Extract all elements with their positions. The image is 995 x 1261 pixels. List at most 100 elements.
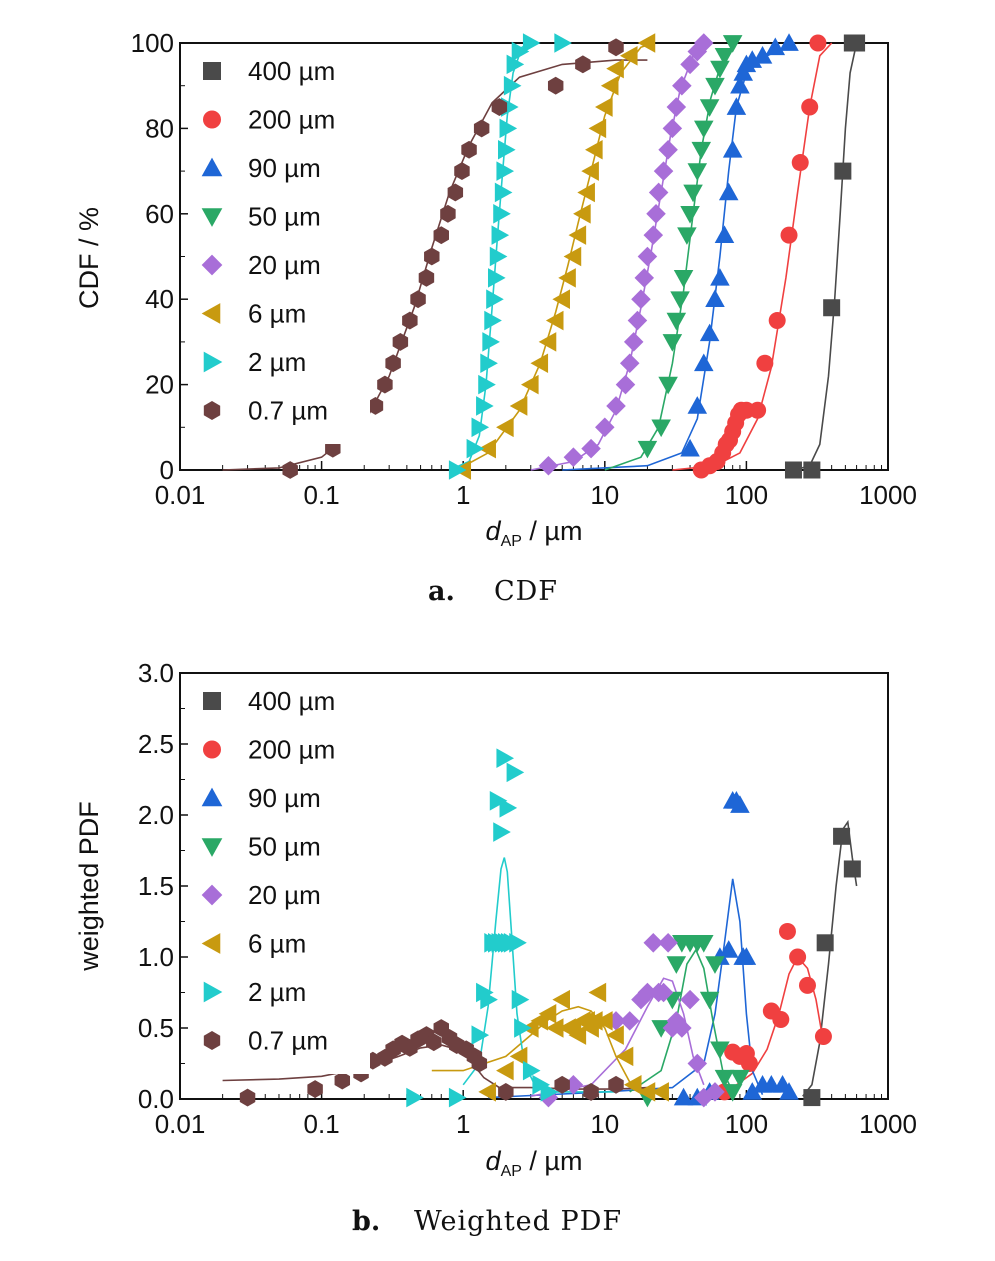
data-point-50 (705, 956, 725, 974)
data-points-a (282, 33, 866, 480)
data-point-20 (631, 289, 651, 309)
data-point-6 (563, 246, 582, 267)
caption-letter-a: a. (428, 576, 455, 607)
fit-line-400 (794, 42, 858, 471)
data-point-6 (595, 1011, 613, 1031)
data-point-0.7 (367, 397, 384, 415)
data-point-20 (658, 139, 678, 160)
data-point-2 (511, 41, 530, 62)
data-point-20 (615, 374, 636, 395)
data-point-400 (803, 461, 821, 479)
fit-line-6 (431, 1005, 648, 1093)
data-point-20 (648, 182, 669, 203)
legend-label-50: 50 µm (248, 202, 321, 232)
data-point-2 (496, 748, 515, 768)
x-axis-label-a: dAP / µm (486, 516, 583, 550)
data-point-0.7 (491, 98, 508, 116)
data-point-50 (699, 991, 720, 1010)
data-point-2 (506, 54, 525, 75)
x-axis-label-sub: AP (501, 533, 522, 550)
data-point-50 (722, 1084, 743, 1102)
legend-label-2: 2 µm (248, 347, 306, 377)
data-point-20 (619, 1011, 640, 1031)
data-point-400 (816, 934, 834, 952)
axes-a: 0.01 0.1 1 10 100 1000 0 20 40 60 80 100 (131, 28, 917, 510)
data-point-2 (486, 289, 504, 309)
legend-label-20: 20 µm (248, 880, 321, 910)
data-point-50 (691, 141, 712, 160)
data-point-0.7 (426, 1033, 442, 1052)
data-point-2 (493, 822, 511, 842)
data-point-0.7 (440, 204, 456, 223)
data-point-2 (488, 268, 506, 288)
x-tick-label: 10 (590, 1109, 619, 1139)
data-point-0.7 (473, 119, 490, 138)
data-point-20 (581, 438, 601, 459)
data-point-20 (672, 75, 692, 96)
data-point-6 (600, 75, 619, 96)
data-point-20 (563, 447, 584, 467)
data-point-20 (680, 54, 700, 75)
legend-label-400: 400 µm (248, 686, 335, 716)
data-point-2 (499, 118, 518, 139)
data-point-2 (498, 139, 516, 160)
x-tick-label: 0.01 (155, 1109, 206, 1139)
data-point-20 (666, 1011, 687, 1031)
legend-marker-6 (201, 303, 221, 324)
x-axis-label-main: d (486, 516, 502, 546)
legend-label-200: 200 µm (248, 105, 335, 135)
legend-label-20: 20 µm (248, 250, 321, 280)
data-point-2 (522, 1060, 541, 1081)
legend-marker-50 (201, 208, 223, 227)
x-axis-label-b: dAP / µm (486, 1146, 583, 1180)
data-point-50 (673, 270, 694, 288)
data-point-0.7 (392, 332, 409, 351)
legend-label-0.7: 0.7 µm (248, 396, 328, 426)
data-point-20 (653, 982, 674, 1003)
data-point-6 (588, 982, 607, 1003)
data-point-0.7 (334, 1071, 351, 1090)
caption-letter-b: b. (352, 1206, 380, 1237)
data-point-2 (503, 75, 522, 96)
legend-marker-6 (201, 933, 221, 954)
legend-label-400: 400 µm (248, 56, 335, 86)
data-point-6 (478, 1082, 496, 1102)
x-tick-label: 0.01 (155, 480, 206, 510)
data-point-20 (637, 982, 658, 1003)
data-point-90 (718, 940, 739, 958)
data-point-2 (478, 374, 496, 395)
data-point-50 (693, 120, 714, 139)
data-point-90 (673, 1087, 694, 1106)
legend-a: 400 µm 200 µm 90 µm 50 µm 20 µm 6 µm 2 µm 0.7 µ… (188, 49, 370, 444)
data-point-6 (581, 161, 599, 181)
data-point-2 (406, 1087, 424, 1108)
legend-marker-20 (201, 884, 223, 906)
data-point-2 (511, 989, 530, 1010)
data-point-6 (637, 33, 656, 53)
data-point-20 (627, 310, 648, 331)
legend-marker-2 (203, 981, 223, 1003)
legend-marker-0.7 (203, 401, 221, 420)
legend-marker-90 (201, 157, 223, 177)
data-point-50 (710, 60, 730, 79)
data-point-50 (687, 163, 708, 181)
data-point-50 (662, 334, 683, 352)
data-point-200 (772, 1010, 790, 1028)
data-point-400 (843, 860, 861, 878)
data-point-6 (558, 268, 576, 288)
data-point-90 (730, 795, 750, 813)
x-tick-label: 1000 (859, 1109, 917, 1139)
data-point-6 (552, 289, 570, 309)
data-point-2 (494, 182, 513, 203)
data-point-90 (752, 46, 773, 64)
legend-label-50: 50 µm (248, 832, 321, 862)
data-point-2 (476, 396, 494, 416)
data-point-0.7 (554, 1075, 570, 1094)
data-point-6 (478, 438, 496, 459)
caption-b: Weighted PDF (414, 1206, 622, 1237)
data-point-20 (646, 204, 666, 224)
data-point-200 (768, 312, 786, 330)
y-axis-label-a: CDF / % (74, 207, 104, 309)
data-point-0.7 (418, 268, 435, 287)
data-point-50 (714, 47, 735, 66)
